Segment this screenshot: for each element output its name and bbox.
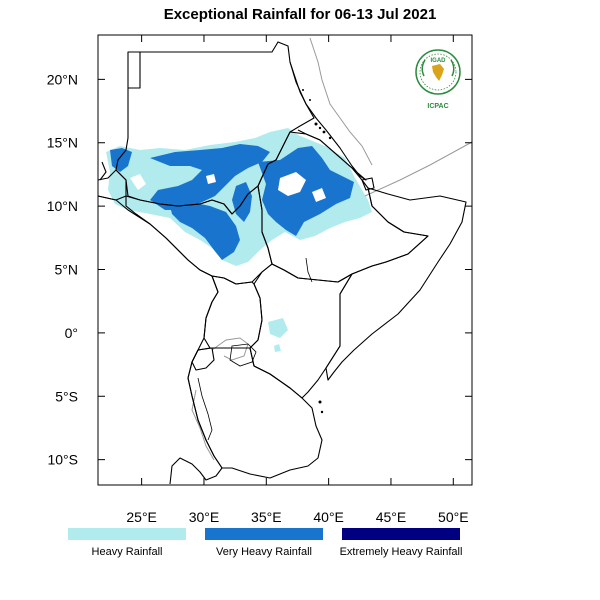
djibouti xyxy=(361,177,375,191)
uganda-border xyxy=(203,275,263,349)
lake-victoria xyxy=(229,343,257,367)
car-border xyxy=(97,169,127,201)
y-tick-label: 20°N xyxy=(47,71,78,87)
legend: Heavy Rainfall Very Heavy Rainfall Extreme… xyxy=(68,528,462,558)
logo-top-text: IGAD xyxy=(431,58,447,64)
y-tick-label: 5°N xyxy=(55,262,79,278)
chad-border-east xyxy=(127,51,140,88)
legend-label: Heavy Rainfall xyxy=(92,546,163,558)
logo-bottom-text: ICPAC xyxy=(427,103,448,110)
map-frame xyxy=(97,34,473,486)
x-tick-label: 25°E xyxy=(126,509,157,525)
country-boundaries xyxy=(97,41,467,485)
y-tick-label: 15°N xyxy=(47,135,78,151)
x-tick-label: 50°E xyxy=(438,509,469,525)
kenya-border xyxy=(249,263,353,399)
lake-tanganyika xyxy=(197,377,213,441)
x-tick-label: 35°E xyxy=(251,509,282,525)
somalia-border xyxy=(325,187,467,381)
legend-label: Extremely Heavy Rainfall xyxy=(340,546,463,558)
x-tick-label: 45°E xyxy=(376,509,407,525)
map-title: Exceptional Rainfall for 06-13 Jul 2021 xyxy=(163,6,437,23)
tanzania-border xyxy=(187,347,323,479)
axis-ticks: 20°N 15°N 10°N 5°N 0° 5°S 10°S 25°E 30°E 35°E 40°E… xyxy=(47,35,472,525)
rainfall-gaps xyxy=(130,172,326,202)
legend-swatch xyxy=(205,528,323,540)
west-coast xyxy=(99,161,107,181)
y-tick-label: 5°S xyxy=(55,388,78,404)
very-heavy-rainfall-area xyxy=(110,144,354,260)
lake-turkana xyxy=(305,257,313,283)
rwanda-burundi xyxy=(191,347,215,371)
y-tick-label: 10°S xyxy=(47,452,78,468)
legend-swatch xyxy=(68,528,186,540)
x-tick-label: 40°E xyxy=(313,509,344,525)
igad-icpac-logo: IGAD ICPAC xyxy=(415,49,461,110)
x-tick-label: 30°E xyxy=(189,509,220,525)
legend-label: Very Heavy Rainfall xyxy=(216,546,312,558)
lakes xyxy=(197,257,313,441)
africa-map-icon xyxy=(432,64,444,81)
legend-swatch xyxy=(342,528,460,540)
red-sea-islands xyxy=(302,89,332,414)
y-tick-label: 0° xyxy=(65,325,78,341)
y-tick-label: 10°N xyxy=(47,198,78,214)
